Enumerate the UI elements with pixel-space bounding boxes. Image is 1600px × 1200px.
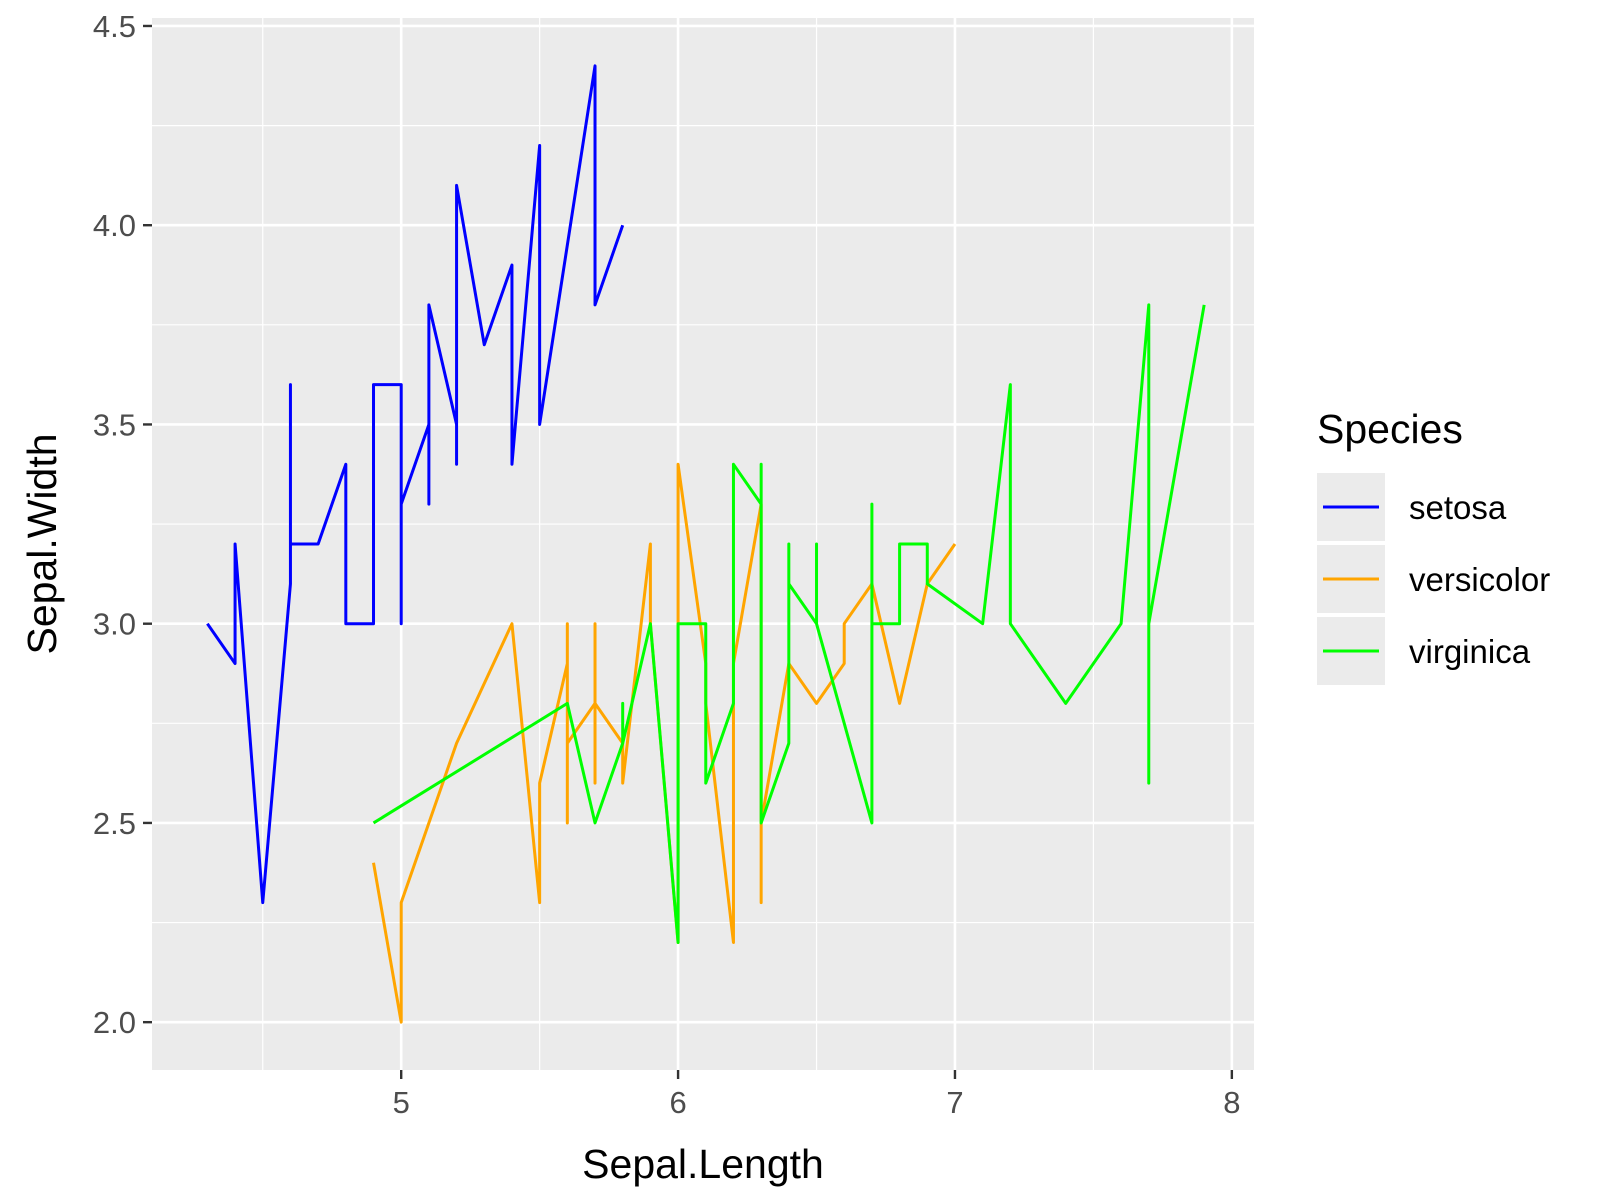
y-tick-label: 2.5 [93,806,136,841]
y-tick-label: 4.0 [93,208,136,243]
y-tick-label: 3.0 [93,607,136,642]
y-tick-label: 2.0 [93,1005,136,1040]
x-tick-label: 6 [669,1085,686,1120]
x-tick-label: 5 [393,1085,410,1120]
legend-label: setosa [1409,489,1507,526]
x-axis-title: Sepal.Length [582,1141,824,1187]
legend: Species setosa versicolor virginica [1317,406,1550,685]
y-tick-label: 3.5 [93,407,136,442]
series-line-versicolor [372,462,957,1024]
y-axis: 2.0 2.5 3.0 3.5 4.0 4.5 [93,9,152,1040]
x-tick-label: 8 [1223,1085,1240,1120]
legend-item-setosa: setosa [1317,473,1507,541]
legend-label: virginica [1409,633,1531,670]
legend-label: versicolor [1409,561,1550,598]
y-axis-title: Sepal.Width [19,433,65,654]
plot-panel [152,18,1254,1070]
series-layer [206,64,1206,1024]
x-axis: 5 6 7 8 [393,1070,1240,1120]
y-tick-label: 4.5 [93,9,136,44]
x-tick-label: 7 [946,1085,963,1120]
legend-title: Species [1317,406,1463,452]
legend-item-versicolor: versicolor [1317,545,1550,613]
series-line-setosa [206,64,625,905]
legend-items: setosa versicolor virginica [1317,473,1550,685]
legend-item-virginica: virginica [1317,617,1531,685]
series-line-virginica [372,303,1206,944]
